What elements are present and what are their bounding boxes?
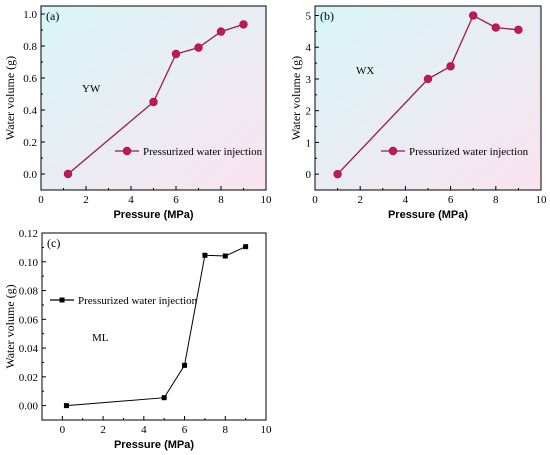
data-point <box>63 169 73 179</box>
x-tick-label: 8 <box>218 194 224 206</box>
legend: Pressurized water injection <box>50 295 198 307</box>
data-point <box>216 27 226 36</box>
y-tick-label: 0.0 <box>23 169 37 181</box>
legend-label: Pressurized water injection <box>143 146 263 158</box>
data-points <box>63 20 248 179</box>
sample-label: YW <box>82 83 101 95</box>
x-tick-label: 8 <box>223 424 229 436</box>
chart-panel-a: 0 2 4 6 8 10 0.0 0.2 0.4 0.6 0.8 1.0 (a) YW Pressur… <box>3 5 272 221</box>
series-line-pressurized-water-injection <box>66 246 246 407</box>
y-tick-label: 1.0 <box>23 9 37 21</box>
y-tick-label: 3 <box>306 74 312 86</box>
legend: Pressurized water injection <box>115 146 263 158</box>
y-tick-label: 0.10 <box>19 257 39 269</box>
y-axis-title: Water volume (g) <box>289 56 303 140</box>
y-axis-title: Water volume (g) <box>3 284 17 368</box>
x-tick-label: 2 <box>100 424 106 436</box>
data-point <box>446 62 455 71</box>
panel-label: (c) <box>47 236 60 250</box>
x-tick-label: 6 <box>448 194 454 206</box>
axis-ticks: 0 2 4 6 8 10 0.0 0.2 0.4 0.6 0.8 1.0 <box>23 9 272 206</box>
data-points <box>63 244 249 409</box>
axis-ticks: 0 2 4 6 8 10 0.00 0.02 0.04 0.06 0.08 0.10 0.12 <box>19 228 272 436</box>
chart-panel-c: 0 2 4 6 8 100.000.020.040.060.080.100.12 (c) … <box>3 228 272 451</box>
y-tick-label: 0.00 <box>19 401 39 413</box>
y-tick-label: 0.4 <box>23 105 37 117</box>
y-tick-label: 0.8 <box>23 41 37 53</box>
data-point <box>239 20 248 29</box>
y-tick-label: 0.6 <box>23 73 37 85</box>
plot-frame <box>41 232 267 421</box>
data-point <box>243 244 249 250</box>
legend-marker <box>122 146 132 156</box>
data-point <box>222 253 228 259</box>
x-tick-label: 0 <box>38 194 44 206</box>
data-point <box>491 23 500 32</box>
x-tick-label: 2 <box>83 194 89 206</box>
x-tick-label: 10 <box>261 424 273 436</box>
data-point <box>161 395 167 401</box>
legend: Pressurized water injection <box>381 146 529 158</box>
plot-frame <box>314 5 542 191</box>
y-tick-label: 4 <box>306 42 312 54</box>
x-tick-label: 0 <box>60 424 66 436</box>
panel-label: (b) <box>320 9 334 23</box>
x-tick-label: 4 <box>403 194 409 206</box>
y-tick-label: 5 <box>306 11 312 23</box>
x-tick-label: 10 <box>536 194 548 206</box>
x-tick-label: 2 <box>357 194 363 206</box>
data-point <box>333 169 342 179</box>
plot-background <box>42 233 266 420</box>
x-tick-label: 6 <box>173 194 179 206</box>
plot-background <box>315 6 541 190</box>
y-tick-label: 0.04 <box>19 343 39 355</box>
legend-marker <box>59 297 65 303</box>
y-axis-title: Water volume (g) <box>3 56 17 140</box>
data-point <box>63 403 69 409</box>
x-tick-label: 4 <box>128 194 134 206</box>
y-tick-label: 0.06 <box>19 314 39 326</box>
x-axis-title: Pressure (MPa) <box>388 209 468 221</box>
axis-ticks: 0 2 4 6 8 10 0 1 2 3 4 5 <box>306 11 548 206</box>
data-point <box>171 49 181 59</box>
data-point <box>149 97 158 107</box>
sample-label: ML <box>92 332 109 344</box>
sample-label: WX <box>356 65 374 77</box>
x-axis-title: Pressure (MPa) <box>113 209 193 221</box>
data-point <box>202 252 208 258</box>
data-points <box>333 11 523 179</box>
y-tick-label: 1 <box>306 137 312 149</box>
data-point <box>423 74 433 84</box>
x-tick-label: 8 <box>493 194 499 206</box>
plot-frame <box>40 5 267 191</box>
y-tick-label: 0 <box>306 169 312 181</box>
data-point <box>182 362 188 368</box>
panel-label: (a) <box>46 9 59 23</box>
y-tick-label: 0.12 <box>19 228 38 240</box>
chart-panel-b: 0 2 4 6 8 10 0 1 2 3 4 5 (b) WX Pressurized water i… <box>289 5 548 221</box>
x-tick-label: 4 <box>141 424 147 436</box>
x-axis-title: Pressure (MPa) <box>114 439 194 451</box>
y-tick-label: 2 <box>306 106 312 118</box>
legend-label: Pressurized water injection <box>78 295 198 307</box>
data-point <box>194 43 203 52</box>
y-tick-label: 0.02 <box>19 372 38 384</box>
y-tick-label: 0.08 <box>19 286 39 298</box>
data-point <box>514 25 523 34</box>
y-tick-label: 0.2 <box>23 137 37 149</box>
legend-marker <box>388 146 398 156</box>
x-tick-label: 0 <box>312 194 318 206</box>
x-tick-label: 6 <box>182 424 188 436</box>
data-point <box>469 11 478 20</box>
x-tick-label: 10 <box>261 194 273 206</box>
legend-label: Pressurized water injection <box>409 146 529 158</box>
